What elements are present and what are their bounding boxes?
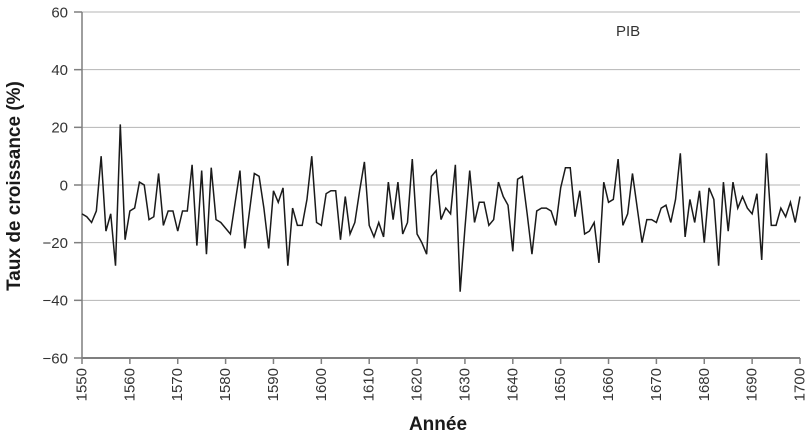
y-axis-title: Taux de croissance (%) — [4, 81, 25, 291]
x-tick-label: 1630 — [456, 368, 473, 401]
x-tick-label: 1550 — [74, 368, 91, 401]
x-tick-label: 1600 — [313, 368, 330, 401]
x-tick-label: 1580 — [217, 368, 234, 401]
y-tick-label: −60 — [43, 350, 68, 367]
x-tick-label: 1640 — [504, 368, 521, 401]
y-tick-label: 40 — [51, 62, 68, 79]
x-tick-label: 1680 — [696, 368, 713, 401]
x-tick-label: 1660 — [600, 368, 617, 401]
x-tick-label: 1700 — [792, 368, 809, 401]
x-axis-title: Année — [408, 414, 468, 435]
series-label-pib: PIB — [616, 23, 641, 40]
pib-data-line — [81, 124, 801, 292]
y-tick-label: −40 — [43, 293, 68, 310]
y-tick-label: 0 — [60, 177, 68, 194]
x-tick-label: 1670 — [648, 368, 665, 401]
y-tick-label: 60 — [51, 4, 68, 21]
x-tick-label: 1690 — [744, 368, 761, 401]
x-tick-label: 1620 — [409, 368, 426, 401]
x-tick-label: 1590 — [265, 368, 282, 401]
y-tick-label: 20 — [51, 120, 68, 137]
x-tick-label: 1560 — [121, 368, 138, 401]
x-tick-label: 1610 — [361, 368, 378, 401]
x-tick-label: 1650 — [552, 368, 569, 401]
x-tick-label: 1570 — [169, 368, 186, 401]
y-tick-label: −20 — [43, 235, 68, 252]
